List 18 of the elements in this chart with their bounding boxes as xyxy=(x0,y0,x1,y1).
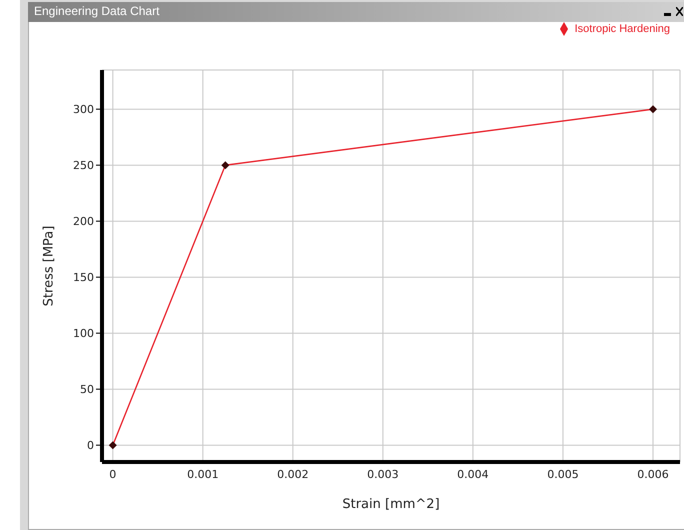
x-tick-label: 0.003 xyxy=(367,468,399,481)
y-tick-label: 250 xyxy=(73,159,94,172)
x-tick-label: 0.005 xyxy=(547,468,579,481)
y-tick-label: 150 xyxy=(73,271,94,284)
y-axis-title: Stress [MPa] xyxy=(42,226,57,306)
x-tick-label: 0.006 xyxy=(637,468,669,481)
x-tick-label: 0.002 xyxy=(277,468,309,481)
x-tick-label: 0 xyxy=(109,468,116,481)
chart-title: Engineering Data Chart xyxy=(34,4,160,18)
x-tick-label: 0.004 xyxy=(457,468,489,481)
x-axis-title: Strain [mm^2] xyxy=(342,497,440,512)
y-tick-label: 300 xyxy=(73,103,94,116)
y-tick-label: 100 xyxy=(73,327,94,340)
y-tick-label: 50 xyxy=(80,383,94,396)
legend-label: Isotropic Hardening xyxy=(574,22,670,35)
y-tick-label: 0 xyxy=(87,439,94,452)
y-tick-label: 200 xyxy=(73,215,94,228)
x-tick-label: 0.001 xyxy=(187,468,219,481)
